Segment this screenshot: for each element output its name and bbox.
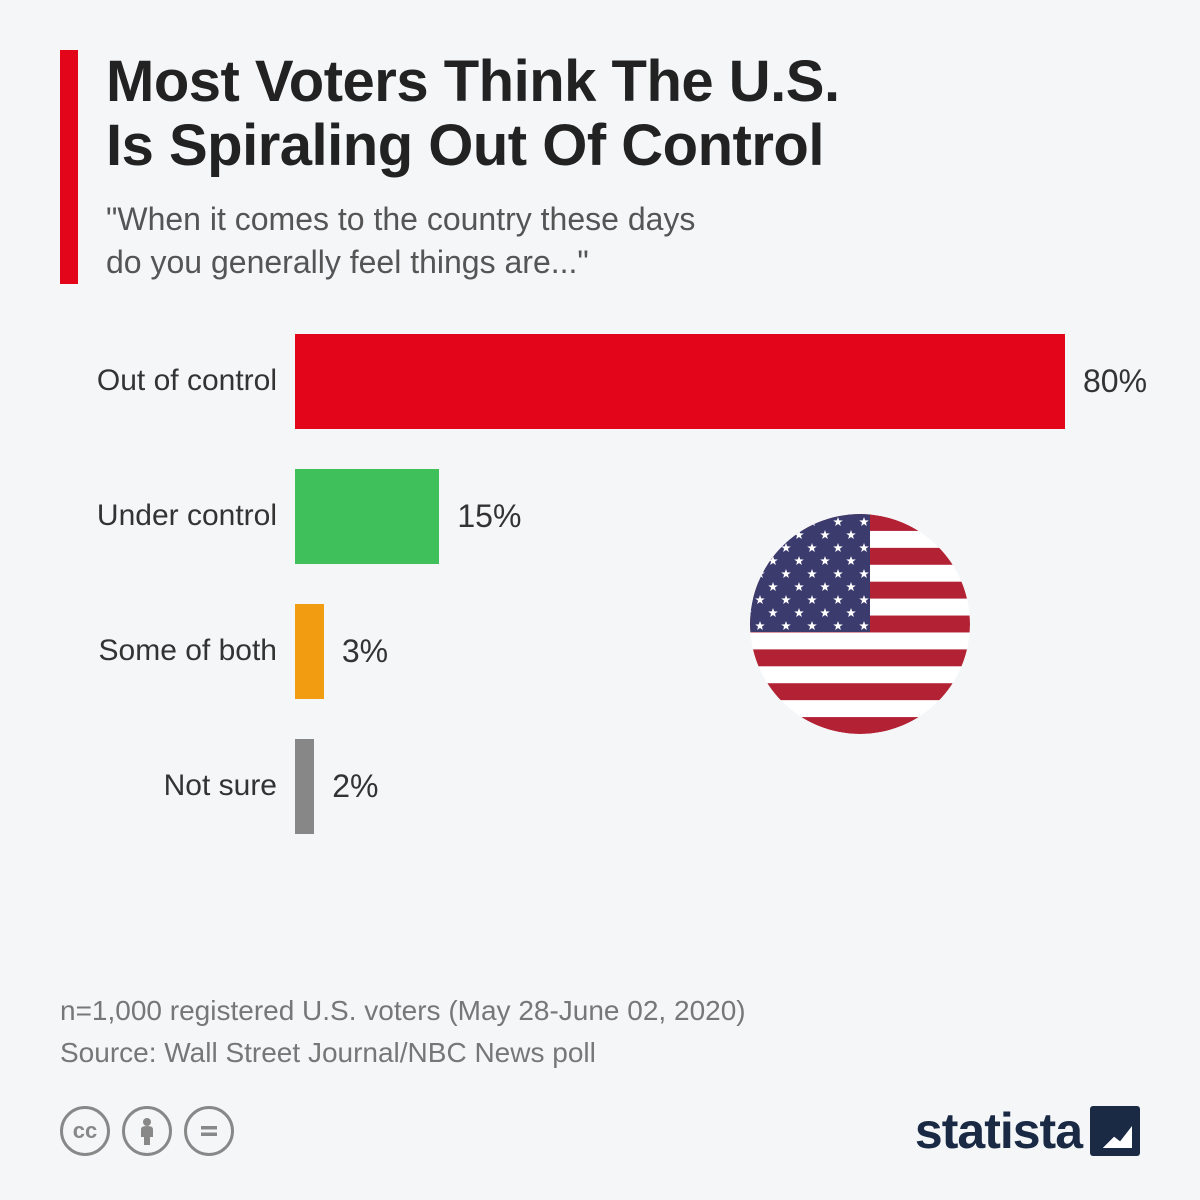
bar — [295, 604, 324, 699]
category-label: Some of both — [60, 634, 295, 668]
note-line-1: n=1,000 registered U.S. voters (May 28-J… — [60, 995, 746, 1026]
header: Most Voters Think The U.S. Is Spiraling … — [60, 50, 1140, 284]
bar-area: 15% — [295, 469, 1140, 564]
subtitle-line-2: do you generally feel things are..." — [106, 244, 589, 280]
chart-row: Under control 15% — [60, 469, 1140, 564]
value-label: 80% — [1083, 363, 1147, 400]
chart-row: Out of control80% — [60, 334, 1140, 429]
bar — [295, 739, 314, 834]
statista-logo: statista — [915, 1102, 1140, 1160]
bar-chart: Out of control80% Under control 15% Some of… — [60, 334, 1140, 834]
note-line-2: Source: Wall Street Journal/NBC News pol… — [60, 1037, 596, 1068]
us-flag-icon — [750, 514, 970, 734]
title-line-1: Most Voters Think The U.S. — [106, 49, 840, 114]
footer: n=1,000 registered U.S. voters (May 28-J… — [60, 990, 1140, 1160]
footnote: n=1,000 registered U.S. voters (May 28-J… — [60, 990, 1140, 1074]
nd-icon — [184, 1106, 234, 1156]
bottom-row: cc statista — [60, 1102, 1140, 1160]
bar — [295, 334, 1065, 429]
page-title: Most Voters Think The U.S. Is Spiraling … — [106, 50, 1140, 178]
header-text: Most Voters Think The U.S. Is Spiraling … — [106, 50, 1140, 284]
value-label: 2% — [332, 768, 378, 805]
logo-mark-icon — [1090, 1106, 1140, 1156]
value-label: 15% — [457, 498, 521, 535]
chart-row: Some of both 3% — [60, 604, 1140, 699]
category-label: Out of control — [60, 364, 295, 398]
category-label: Not sure — [60, 769, 295, 803]
logo-text: statista — [915, 1102, 1082, 1160]
bar-area: 3% — [295, 604, 1140, 699]
bar-area: 2% — [295, 739, 1140, 834]
subtitle-line-1: "When it comes to the country these days — [106, 201, 695, 237]
chart-row: Not sure 2% — [60, 739, 1140, 834]
accent-bar — [60, 50, 78, 284]
license-icons: cc — [60, 1106, 234, 1156]
title-line-2: Is Spiraling Out Of Control — [106, 113, 824, 178]
category-label: Under control — [60, 499, 295, 533]
page-subtitle: "When it comes to the country these days… — [106, 198, 1140, 284]
by-icon — [122, 1106, 172, 1156]
bar-area: 80% — [295, 334, 1147, 429]
value-label: 3% — [342, 633, 388, 670]
cc-icon: cc — [60, 1106, 110, 1156]
bar — [295, 469, 439, 564]
